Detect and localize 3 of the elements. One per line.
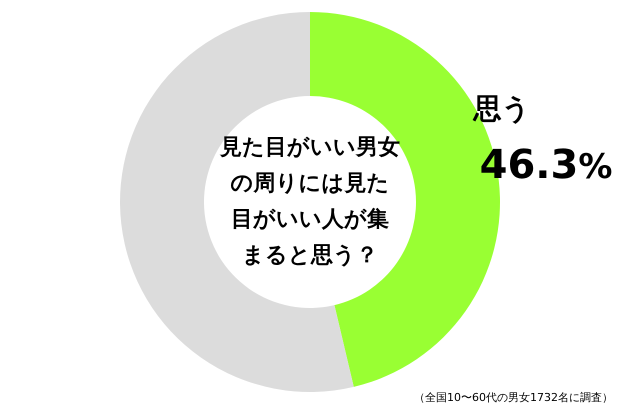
slice-label: 思う xyxy=(472,92,531,126)
text: （全国10〜60代の男女1732名に調査） xyxy=(414,391,613,404)
text: 見た目がいい男女の周りには見た目がいい人が集まると思う？ xyxy=(220,134,400,270)
